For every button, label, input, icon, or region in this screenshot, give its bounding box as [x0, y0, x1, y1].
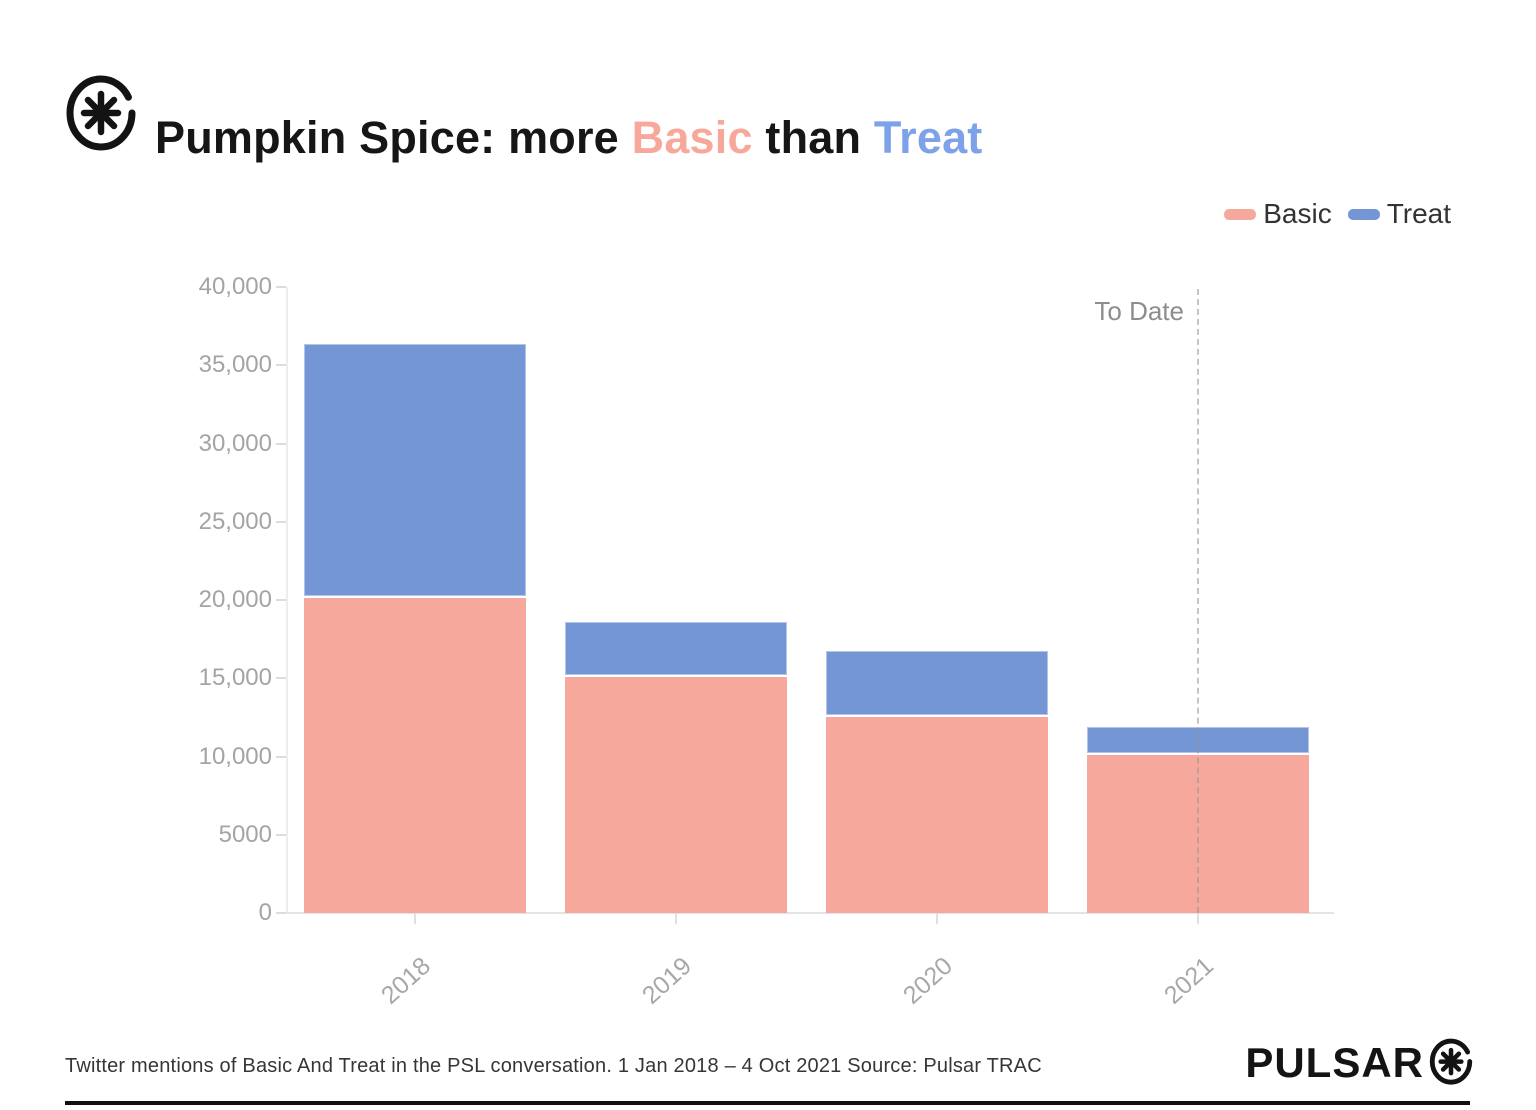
y-tick-mark [276, 442, 286, 445]
legend-item-basic: Basic [1224, 198, 1332, 230]
title-part-0: Pumpkin Spice: more [155, 112, 632, 164]
pulsar-asterisk-logo-icon [1429, 1038, 1473, 1085]
y-tick-label-40000: 40,000 [198, 273, 272, 300]
legend-swatch-basic [1224, 208, 1257, 220]
to-date-dashed-line [1197, 289, 1199, 913]
legend-label: Basic [1263, 198, 1332, 229]
y-tick-label-20000: 20,000 [198, 586, 272, 613]
x-tick-label-2019: 2019 [636, 951, 698, 1010]
x-tick-label-2020: 2020 [897, 951, 959, 1010]
x-tick-label-2021: 2021 [1158, 951, 1220, 1010]
bar-segment-basic-2019 [565, 677, 787, 913]
y-tick-mark [276, 912, 286, 914]
y-tick-mark [276, 677, 286, 680]
x-tick-mark-2019 [675, 914, 677, 924]
legend: Basic Treat [1224, 198, 1451, 230]
legend-item-treat: Treat [1347, 198, 1451, 230]
y-tick-label-5000: 5000 [218, 820, 272, 848]
legend-label: Treat [1386, 198, 1451, 229]
bar-segment-treat-2018 [304, 344, 526, 598]
y-tick-mark [276, 833, 286, 836]
bar-segment-treat-2020 [826, 651, 1048, 717]
to-date-label: To Date [1094, 296, 1184, 326]
page-title: Pumpkin Spice: more Basic than Treat [155, 106, 982, 170]
y-tick-mark [276, 364, 286, 367]
y-tick-label-25000: 25,000 [198, 507, 272, 535]
y-tick-mark [276, 286, 286, 288]
legend-swatch-treat [1347, 208, 1380, 220]
x-tick-mark-2020 [936, 914, 938, 924]
y-tick-mark [276, 599, 286, 601]
title-part-2: than [752, 112, 874, 164]
y-tick-label-0: 0 [258, 899, 272, 926]
x-tick-mark-2021 [1197, 914, 1199, 924]
chart-caption: Twitter mentions of Basic And Treat in t… [65, 1055, 1042, 1077]
y-tick-label-35000: 35,000 [198, 351, 272, 379]
y-tick-mark [276, 755, 286, 758]
x-tick-mark-2018 [414, 914, 416, 924]
y-tick-label-10000: 10,000 [198, 742, 272, 770]
bottom-rule [65, 1101, 1470, 1105]
bar-segment-basic-2018 [304, 598, 526, 913]
x-axis-line [286, 912, 1334, 914]
title-part-1: Basic [631, 112, 753, 164]
y-tick-mark [276, 520, 286, 523]
y-tick-label-30000: 30,000 [198, 429, 272, 457]
brand-wordmark: PULSAR [1245, 1039, 1424, 1086]
bar-segment-treat-2019 [565, 622, 787, 677]
y-tick-label-15000: 15,000 [198, 664, 272, 692]
pulsar-asterisk-logo-icon [66, 75, 136, 151]
brand-logo: PULSAR [1245, 1036, 1474, 1088]
y-axis-line [286, 287, 288, 914]
title-part-3: Treat [873, 112, 983, 164]
x-tick-label-2018: 2018 [375, 951, 437, 1010]
bar-segment-basic-2020 [826, 717, 1048, 913]
